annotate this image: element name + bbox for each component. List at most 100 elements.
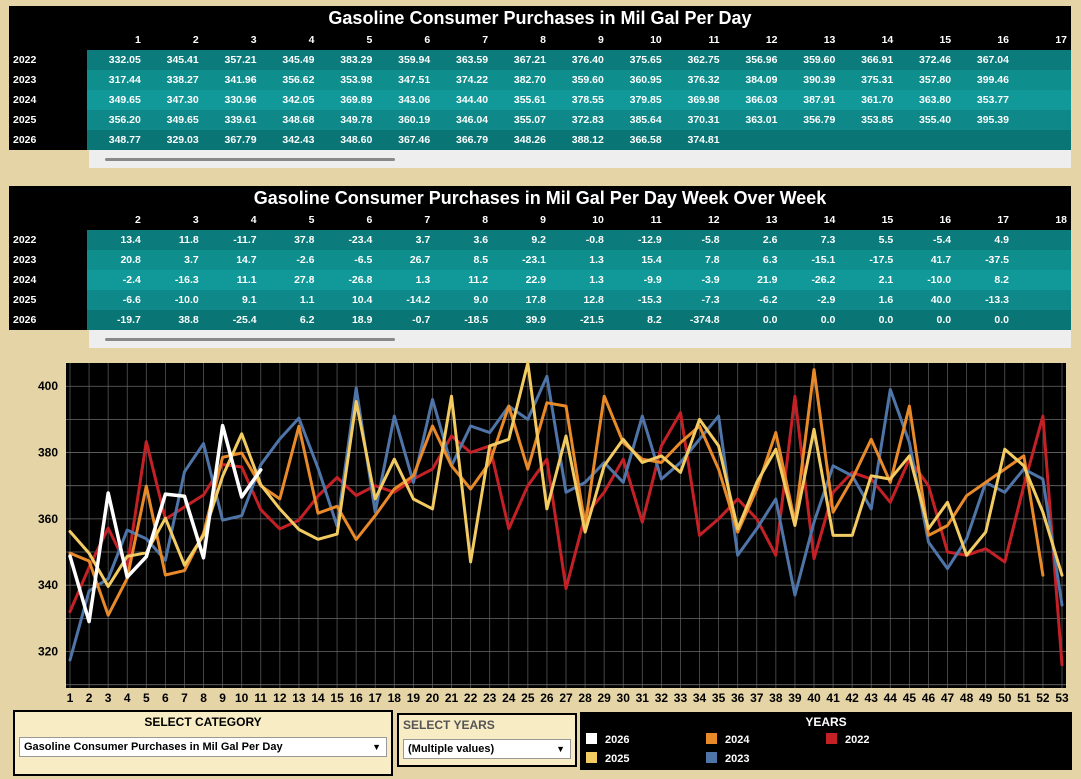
column-header: 7 <box>376 210 435 230</box>
table-cell: 376.32 <box>665 70 724 90</box>
legend-item-2023[interactable]: 2023 <box>706 752 749 765</box>
x-tick-label: 34 <box>693 691 707 705</box>
column-header: 9 <box>550 30 608 50</box>
y-tick-label: 320 <box>38 645 58 659</box>
table-cell: 363.80 <box>897 90 956 110</box>
table-cell: 15.4 <box>607 250 666 270</box>
x-tick-label: 8 <box>200 691 207 705</box>
table-cell: 349.65 <box>144 110 203 130</box>
category-select[interactable]: Gasoline Consumer Purchases in Mil Gal P… <box>19 737 387 757</box>
wow-table: 2 3 4 5 6 7 8 9 10 11 12 13 14 15 16 17 18 2022 13.4 11.8-… <box>9 210 1071 330</box>
table-cell: 375.31 <box>839 70 898 90</box>
table-cell: -18.5 <box>434 310 493 330</box>
legend-item-2025[interactable]: 2025 <box>586 752 629 765</box>
table-cell: 395.39 <box>955 110 1013 130</box>
table-cell: 353.98 <box>318 70 377 90</box>
chevron-down-icon: ▼ <box>556 744 565 754</box>
table-cell: -374.8 <box>665 310 724 330</box>
table-cell: 366.91 <box>839 50 898 70</box>
row-year-label: 2024 <box>9 90 87 110</box>
table-cell: -0.8 <box>550 230 608 250</box>
table-cell: 9.2 <box>492 230 550 250</box>
column-header: 5 <box>318 30 377 50</box>
purchases-table-scrollbar[interactable] <box>89 150 1071 168</box>
table-cell: 366.58 <box>607 130 666 150</box>
table-cell: 9.0 <box>434 290 493 310</box>
scroll-thumb[interactable] <box>105 158 395 161</box>
column-header: 6 <box>318 210 377 230</box>
table-cell: 1.1 <box>260 290 319 310</box>
table-cell: -10.0 <box>897 270 956 290</box>
legend-item-2022[interactable]: 2022 <box>826 733 869 746</box>
x-tick-label: 37 <box>750 691 764 705</box>
x-tick-label: 44 <box>884 691 898 705</box>
table-cell: 359.94 <box>376 50 435 70</box>
table-cell: 0.0 <box>897 310 956 330</box>
table-row: 2026 -19.7 38.8 -25.4 6.2 18.9 -0.7 -18.5 39.9 -2… <box>9 310 1071 330</box>
y-tick-label: 360 <box>38 512 58 526</box>
years-filter-title: SELECT YEARS <box>403 718 495 732</box>
table-cell: 332.05 <box>87 50 145 70</box>
table-cell: 374.22 <box>434 70 493 90</box>
table-cell <box>1013 130 1071 150</box>
x-tick-label: 24 <box>502 691 516 705</box>
column-header: 11 <box>665 30 724 50</box>
table-cell: -12.9 <box>607 230 666 250</box>
table-cell: 369.98 <box>665 90 724 110</box>
column-header: 2 <box>144 30 203 50</box>
row-year-label: 2025 <box>9 290 87 310</box>
x-tick-label: 50 <box>998 691 1012 705</box>
column-header: 18 <box>1013 210 1071 230</box>
legend-item-2026[interactable]: 2026 <box>586 733 629 746</box>
table-cell: 27.8 <box>260 270 319 290</box>
x-tick-label: 9 <box>219 691 226 705</box>
years-filter: SELECT YEARS (Multiple values) ▼ <box>397 713 577 767</box>
table-cell: 349.65 <box>87 90 145 110</box>
wow-table-panel: Gasoline Consumer Purchases in Mil Gal P… <box>9 186 1071 348</box>
table-cell: 356.79 <box>781 110 840 130</box>
x-tick-label: 52 <box>1036 691 1050 705</box>
legend-item-2024[interactable]: 2024 <box>706 733 749 746</box>
column-header: 3 <box>144 210 203 230</box>
x-tick-label: 22 <box>464 691 478 705</box>
x-tick-label: 28 <box>578 691 592 705</box>
table-cell: 370.31 <box>665 110 724 130</box>
table-cell: 0.0 <box>723 310 782 330</box>
table-cell: 8.2 <box>955 270 1013 290</box>
table-cell: 22.9 <box>492 270 550 290</box>
row-year-label: 2022 <box>9 50 87 70</box>
column-header: 8 <box>434 210 493 230</box>
table-cell: 40.0 <box>897 290 956 310</box>
table-cell: 6.3 <box>723 250 782 270</box>
x-tick-label: 51 <box>1017 691 1031 705</box>
table-cell: 356.96 <box>723 50 782 70</box>
x-tick-label: 26 <box>540 691 554 705</box>
x-tick-label: 11 <box>254 691 267 705</box>
table-cell: 384.09 <box>723 70 782 90</box>
table-cell: 348.26 <box>492 130 550 150</box>
table-row: 2025 356.20 349.65 339.61 348.68 349.78 360.19… <box>9 110 1071 130</box>
scroll-thumb[interactable] <box>105 338 395 341</box>
column-header: 11 <box>607 210 666 230</box>
x-tick-label: 40 <box>807 691 821 705</box>
table-cell: 375.65 <box>607 50 666 70</box>
wow-table-scrollbar[interactable] <box>89 330 1071 348</box>
table-cell <box>781 130 840 150</box>
legend-title: YEARS <box>805 715 847 729</box>
column-header: 14 <box>781 210 840 230</box>
purchases-table-panel: Gasoline Consumer Purchases in Mil Gal P… <box>9 6 1071 168</box>
table-cell: -9.9 <box>607 270 666 290</box>
years-select[interactable]: (Multiple values) ▼ <box>403 739 571 759</box>
table-cell: -5.8 <box>665 230 724 250</box>
column-header: 10 <box>550 210 608 230</box>
table-cell: 367.46 <box>376 130 435 150</box>
table-cell: 329.03 <box>144 130 203 150</box>
table-cell: 348.68 <box>260 110 319 130</box>
column-header: 17 <box>1013 30 1071 50</box>
table-cell: -3.9 <box>665 270 724 290</box>
table-cell: 346.04 <box>434 110 493 130</box>
table-cell <box>1013 230 1071 250</box>
series-line-2025 <box>68 361 1064 588</box>
table-cell: -26.8 <box>318 270 377 290</box>
table-cell: 2.6 <box>723 230 782 250</box>
